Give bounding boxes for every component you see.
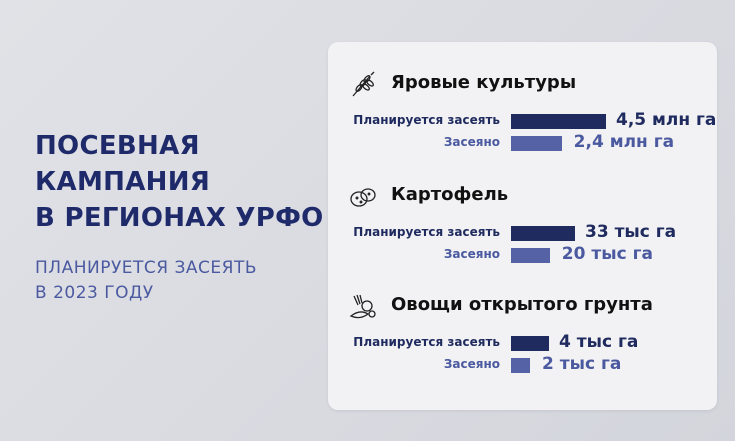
planned-value: 4 тыс га — [559, 332, 639, 352]
sown-row: Засеяно 2 тыс га — [328, 354, 717, 374]
planned-label: Планируется засеять — [353, 113, 500, 127]
planned-value: 33 тыс га — [585, 222, 677, 242]
sown-value: 2 тыс га — [542, 354, 622, 374]
sown-value: 20 тыс га — [561, 244, 653, 264]
vegetables-icon — [348, 292, 378, 322]
page-title: ПОСЕВНАЯ КАМПАНИЯ В РЕГИОНАХ УРФО — [35, 128, 324, 236]
planned-bar — [511, 114, 606, 129]
planned-bar — [511, 336, 549, 351]
sown-bar — [511, 136, 562, 151]
title-line: ПОСЕВНАЯ — [35, 131, 200, 161]
sown-row: Засеяно 2,4 млн га — [328, 132, 717, 152]
planned-label: Планируется засеять — [353, 335, 500, 349]
subtitle-line: В 2023 ГОДУ — [35, 283, 154, 303]
sown-label: Засеяно — [443, 247, 500, 261]
planned-value: 4,5 млн га — [616, 110, 717, 130]
sown-row: Засеяно 20 тыс га — [328, 244, 717, 264]
sown-value: 2,4 млн га — [573, 132, 675, 152]
planned-row: Планируется засеять 4,5 млн га — [328, 110, 717, 130]
title-line: КАМПАНИЯ — [35, 167, 211, 197]
sown-bar — [511, 248, 550, 263]
group-title: Яровые культуры — [391, 72, 577, 93]
planned-bar — [511, 226, 575, 241]
planned-row: Планируется засеять 4 тыс га — [328, 332, 717, 352]
sown-label: Засеяно — [443, 135, 500, 149]
sown-bar — [511, 358, 530, 373]
subtitle-line: ПЛАНИРУЕТСЯ ЗАСЕЯТЬ — [35, 258, 258, 278]
subtitle: ПЛАНИРУЕТСЯ ЗАСЕЯТЬ В 2023 ГОДУ — [35, 256, 257, 306]
potato-icon — [348, 182, 378, 212]
group-title: Овощи открытого грунта — [391, 294, 653, 315]
group-title: Картофель — [391, 184, 509, 205]
chart-card: Яровые культуры Планируется засеять 4,5 … — [328, 42, 717, 410]
planned-label: Планируется засеять — [353, 225, 500, 239]
wheat-icon — [348, 70, 378, 100]
planned-row: Планируется засеять 33 тыс га — [328, 222, 717, 242]
sown-label: Засеяно — [443, 357, 500, 371]
title-line: В РЕГИОНАХ УРФО — [35, 203, 324, 233]
